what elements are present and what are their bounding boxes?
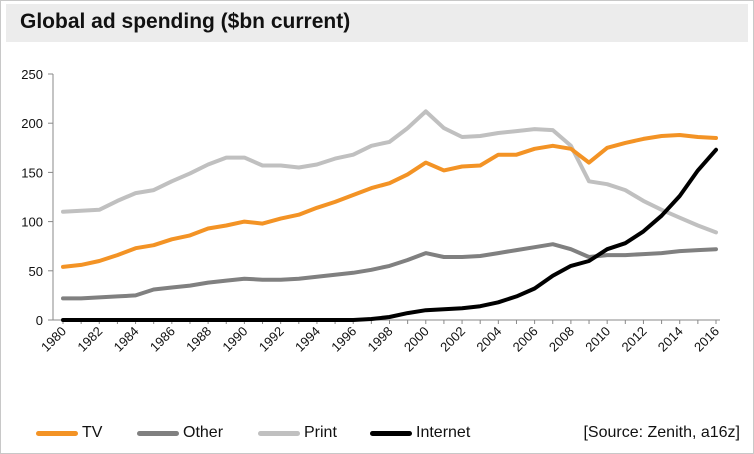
series-line-print bbox=[61, 109, 718, 235]
x-tick-label: 1984 bbox=[111, 324, 142, 355]
y-tick-label: 0 bbox=[36, 313, 43, 328]
x-tick-label: 1982 bbox=[74, 324, 105, 355]
legend-swatch-internet bbox=[370, 430, 412, 436]
legend-label-other: Other bbox=[183, 424, 224, 441]
title-bar: Global ad spending ($bn current) bbox=[6, 4, 748, 42]
y-tick-label: 250 bbox=[21, 67, 43, 82]
x-tick-label: 2002 bbox=[437, 324, 468, 355]
x-tick-label: 2004 bbox=[473, 324, 504, 355]
chart-title: Global ad spending ($bn current) bbox=[20, 10, 351, 33]
legend-label-print: Print bbox=[304, 424, 337, 441]
x-tick-label: 2014 bbox=[655, 324, 686, 355]
legend-label-internet: Internet bbox=[416, 424, 471, 441]
x-tick-label: 2000 bbox=[401, 324, 432, 355]
y-tick-label: 100 bbox=[21, 215, 43, 230]
x-tick-label: 1996 bbox=[328, 324, 359, 355]
series-line-tv bbox=[61, 133, 718, 269]
legend-swatch-print bbox=[258, 430, 300, 436]
x-tick-label: 1988 bbox=[183, 324, 214, 355]
x-tick-label: 2006 bbox=[510, 324, 541, 355]
x-tick-label: 1986 bbox=[147, 324, 178, 355]
x-tick-label: 2010 bbox=[582, 324, 613, 355]
x-tick-label: 1990 bbox=[219, 324, 250, 355]
source-note: [Source: Zenith, a16z] bbox=[583, 424, 740, 441]
legend-item-other: Other bbox=[137, 424, 223, 442]
series-line-other bbox=[61, 242, 718, 301]
x-tick-label: 2016 bbox=[691, 324, 722, 355]
x-tick-label: 1980 bbox=[38, 324, 69, 355]
x-tick-label: 2012 bbox=[619, 324, 650, 355]
legend-label-tv: TV bbox=[82, 424, 103, 441]
legend-swatch-other bbox=[137, 430, 179, 436]
y-tick-label: 150 bbox=[21, 165, 43, 180]
legend: TV Other Print Internet bbox=[36, 424, 736, 446]
y-tick-label: 50 bbox=[29, 264, 43, 279]
legend-swatch-tv bbox=[36, 430, 78, 436]
x-tick-label: 2008 bbox=[546, 324, 577, 355]
x-tick-label: 1992 bbox=[256, 324, 287, 355]
y-tick-label: 200 bbox=[21, 116, 43, 131]
legend-item-internet: Internet bbox=[370, 424, 470, 442]
legend-item-print: Print bbox=[258, 424, 337, 442]
legend-item-tv: TV bbox=[36, 424, 102, 442]
x-tick-label: 1994 bbox=[292, 324, 323, 355]
x-tick-label: 1998 bbox=[365, 324, 396, 355]
series-line-internet bbox=[61, 147, 718, 322]
